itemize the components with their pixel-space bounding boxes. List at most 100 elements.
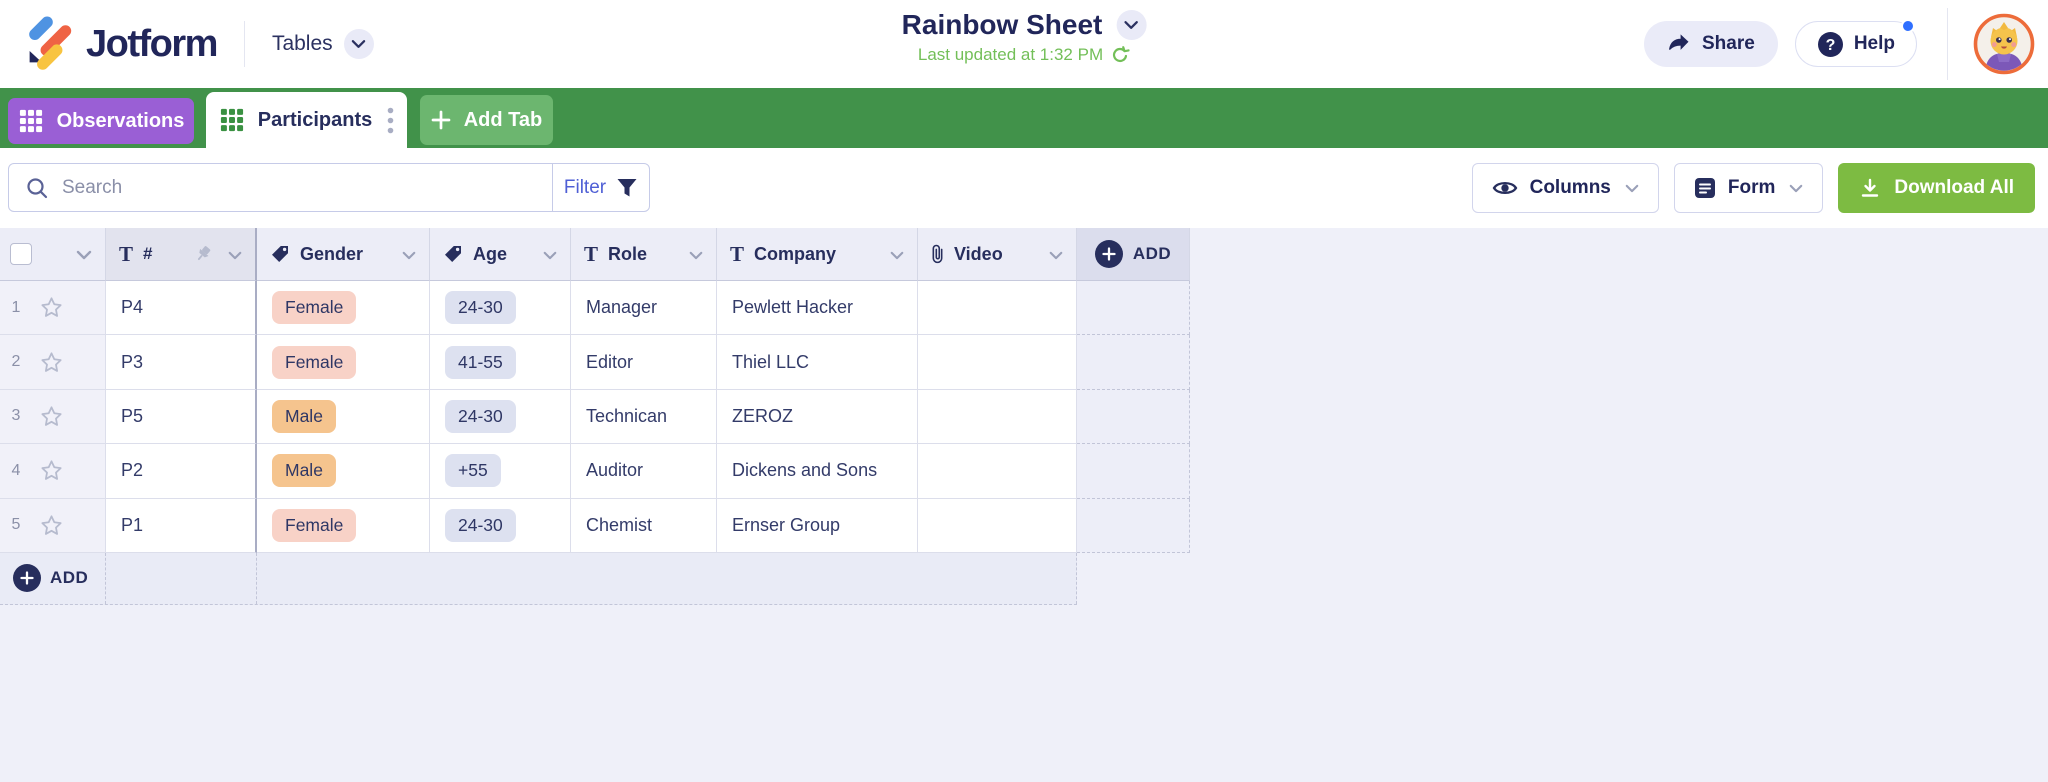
columns-button[interactable]: Columns	[1471, 163, 1659, 213]
jotform-logo-text[interactable]: Jotform	[86, 22, 218, 65]
refresh-icon[interactable]	[1111, 45, 1131, 65]
title-menu-button[interactable]	[1116, 10, 1147, 40]
cell-hash[interactable]: P5	[106, 389, 257, 445]
add-tab-button[interactable]: Add Tab	[420, 95, 553, 145]
cell-company[interactable]: Pewlett Hacker	[717, 281, 918, 336]
row-handle[interactable]: 5	[0, 498, 106, 553]
cell-role[interactable]: Editor	[571, 335, 717, 390]
filter-funnel-icon	[617, 178, 637, 196]
cell-hash[interactable]: P2	[106, 444, 257, 499]
cell-company[interactable]: Dickens and Sons	[717, 444, 918, 499]
add-row-cell[interactable]	[257, 552, 1077, 604]
chevron-down-icon[interactable]	[890, 244, 904, 265]
chevron-down-icon[interactable]	[76, 244, 92, 265]
table-header-row: T # Gender Age T Role T Company	[0, 228, 2048, 281]
cell-company[interactable]: Thiel LLC	[717, 335, 918, 390]
topbar-divider	[1947, 8, 1948, 80]
filter-button[interactable]: Filter	[552, 164, 649, 211]
cell-gender[interactable]: Male	[257, 444, 430, 499]
select-all-header	[0, 228, 106, 281]
cell-gender[interactable]: Female	[257, 281, 430, 336]
column-label: Company	[754, 243, 837, 264]
add-column-button[interactable]: ADD	[1077, 228, 1190, 281]
star-icon[interactable]	[39, 404, 64, 429]
cell-video[interactable]	[918, 444, 1077, 499]
cell-video[interactable]	[918, 335, 1077, 390]
search-input[interactable]	[49, 176, 552, 199]
jotform-logo-icon[interactable]	[20, 16, 76, 72]
cell-age[interactable]: 41-55	[430, 335, 571, 390]
help-button[interactable]: ? Help	[1794, 19, 1917, 67]
cell-age[interactable]: 24-30	[430, 389, 571, 445]
cell-role[interactable]: Chemist	[571, 498, 717, 553]
paperclip-icon	[932, 244, 943, 263]
cell-add-column[interactable]	[1077, 335, 1190, 390]
plus-circle-icon	[1094, 240, 1123, 268]
cell-hash[interactable]: P3	[106, 335, 257, 390]
cell-video[interactable]	[918, 281, 1077, 336]
cell-age[interactable]: 24-30	[430, 498, 571, 553]
column-header-age[interactable]: Age	[430, 228, 571, 281]
cell-company[interactable]: ZEROZ	[717, 389, 918, 445]
add-row-button[interactable]: ADD	[0, 552, 1077, 605]
select-all-checkbox[interactable]	[10, 243, 32, 265]
sheet-tab-bar: Observations Participants Add Tab	[0, 88, 2048, 148]
table-grid-icon	[19, 109, 42, 133]
cell-age[interactable]: 24-30	[430, 281, 571, 336]
cell-add-column[interactable]	[1077, 498, 1190, 553]
chevron-down-icon[interactable]	[543, 244, 557, 265]
cell-age[interactable]: +55	[430, 444, 571, 499]
cell-gender[interactable]: Male	[257, 389, 430, 445]
share-button[interactable]: Share	[1644, 21, 1778, 67]
row-handle[interactable]: 4	[0, 444, 106, 499]
tab-options-kebab[interactable]	[387, 107, 394, 134]
column-label: #	[143, 244, 153, 263]
cell-add-column[interactable]	[1077, 389, 1190, 445]
add-row-label: ADD	[50, 568, 89, 588]
form-button[interactable]: Form	[1673, 163, 1824, 213]
column-header-gender[interactable]: Gender	[257, 228, 430, 281]
cell-add-column[interactable]	[1077, 281, 1190, 336]
chevron-down-icon	[351, 40, 366, 48]
star-icon[interactable]	[39, 458, 64, 483]
row-number: 2	[11, 353, 21, 371]
tab-participants[interactable]: Participants	[206, 92, 407, 148]
download-all-button[interactable]: Download All	[1838, 163, 2035, 213]
cell-add-column[interactable]	[1077, 444, 1190, 499]
add-row-cell[interactable]	[106, 552, 257, 604]
pin-icon[interactable]	[192, 243, 214, 265]
cell-company[interactable]: Ernser Group	[717, 498, 918, 553]
add-row-label-cell[interactable]: ADD	[0, 552, 106, 604]
star-icon[interactable]	[39, 513, 64, 538]
row-number: 3	[11, 407, 21, 425]
row-handle[interactable]: 1	[0, 281, 106, 336]
star-icon[interactable]	[39, 295, 64, 320]
column-header-video[interactable]: Video	[918, 228, 1077, 281]
cell-hash[interactable]: P4	[106, 281, 257, 336]
column-header-hash[interactable]: T #	[106, 228, 257, 281]
cell-role[interactable]: Technican	[571, 389, 717, 445]
tab-observations[interactable]: Observations	[8, 98, 194, 144]
chevron-down-icon[interactable]	[402, 244, 416, 265]
column-header-company[interactable]: T Company	[717, 228, 918, 281]
chevron-down-icon[interactable]	[689, 244, 703, 265]
cell-gender[interactable]: Female	[257, 335, 430, 390]
cell-role[interactable]: Manager	[571, 281, 717, 336]
cell-gender[interactable]: Female	[257, 498, 430, 553]
form-label: Form	[1727, 177, 1776, 198]
cell-hash[interactable]: P1	[106, 498, 257, 553]
star-icon[interactable]	[39, 350, 64, 375]
cell-role[interactable]: Auditor	[571, 444, 717, 499]
product-chevron-button[interactable]	[343, 29, 374, 59]
product-switcher[interactable]: Tables	[272, 29, 374, 59]
cell-video[interactable]	[918, 498, 1077, 553]
top-bar: Jotform Tables Rainbow Sheet Last update…	[0, 0, 2048, 88]
last-updated-text: Last updated at 1:32 PM	[917, 45, 1104, 64]
column-header-role[interactable]: T Role	[571, 228, 717, 281]
chevron-down-icon[interactable]	[1049, 244, 1063, 265]
avatar[interactable]	[1973, 13, 2035, 75]
row-handle[interactable]: 3	[0, 389, 106, 445]
cell-video[interactable]	[918, 389, 1077, 445]
chevron-down-icon[interactable]	[228, 244, 242, 265]
row-handle[interactable]: 2	[0, 335, 106, 390]
